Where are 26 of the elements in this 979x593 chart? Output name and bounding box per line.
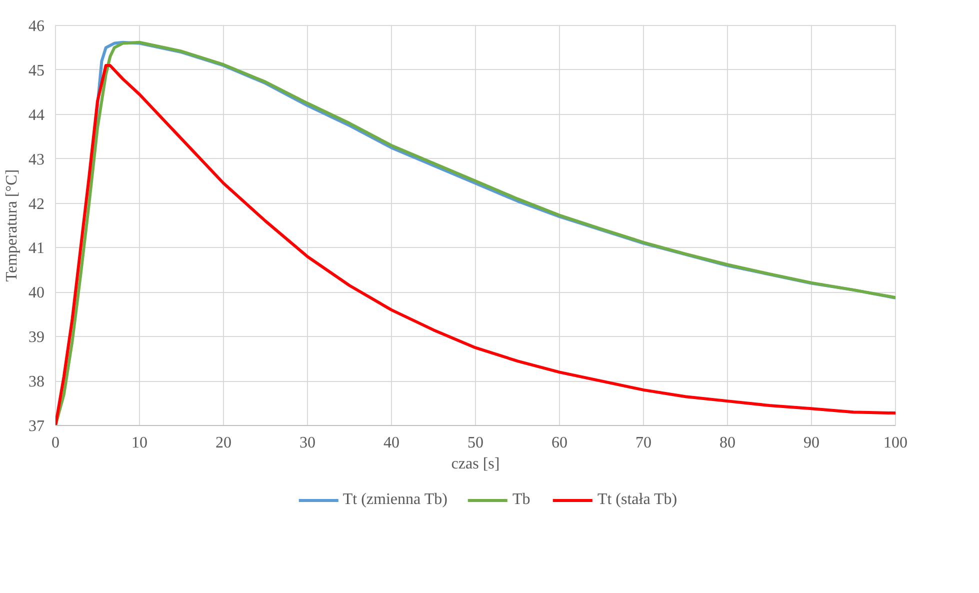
x-tick-label: 100 [884,434,908,452]
y-tick-label: 44 [28,106,44,124]
x-tick-label: 50 [468,434,484,452]
legend-label: Tb [512,491,532,509]
y-tick-label: 38 [28,374,44,391]
x-tick-label: 30 [300,434,316,452]
y-tick-label: 46 [28,18,44,35]
x-tick-label: 0 [52,434,60,452]
y-tick-label: 45 [28,62,44,80]
y-tick-label: 37 [28,418,44,435]
x-tick-label: 20 [216,434,232,452]
x-tick-label: 90 [804,434,820,452]
x-tick-label: 60 [552,434,568,452]
y-tick-label: 43 [28,151,44,168]
x-tick-label: 70 [636,434,652,452]
y-tick-label: 41 [28,240,44,258]
x-tick-label: 10 [132,434,148,452]
y-tick-label: 39 [28,329,44,346]
y-tick-label: 40 [28,284,44,302]
x-tick-label: 40 [384,434,400,452]
y-axis-title: Temperatura [°C] [4,169,20,282]
x-tick-label: 80 [720,434,736,452]
y-tick-label: 42 [28,196,44,213]
x-axis-title: czas [s] [451,456,500,472]
legend-label: Tt (zmienna Tb) [342,491,448,509]
legend-label: Tt (stała Tb) [597,491,678,509]
